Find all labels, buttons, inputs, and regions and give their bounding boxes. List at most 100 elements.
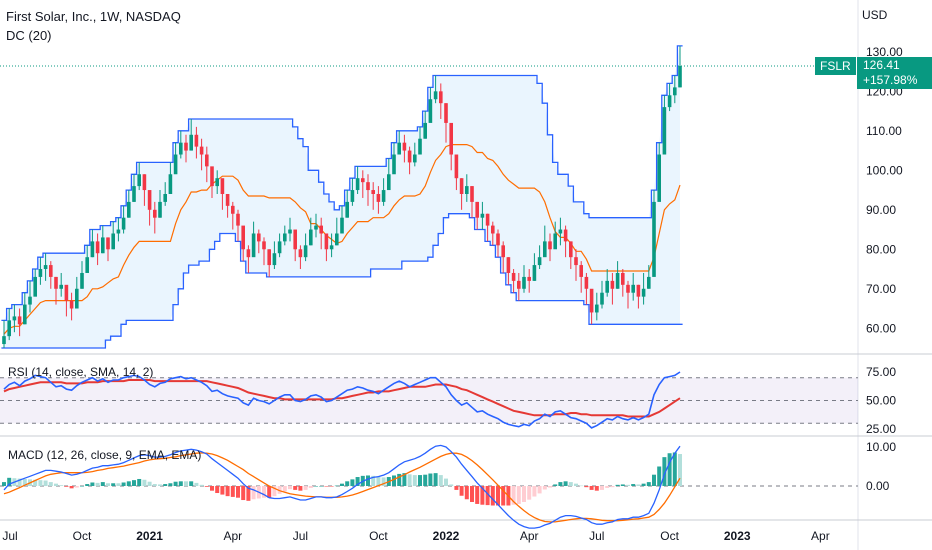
macd-histogram-bar <box>74 486 79 488</box>
macd-histogram-bar <box>48 482 53 486</box>
time-tick-label: Oct <box>660 529 679 543</box>
candle-body <box>121 217 126 230</box>
candle-body <box>345 201 349 218</box>
candle-body <box>225 194 230 206</box>
time-tick-label: Apr <box>811 529 830 543</box>
candle-body <box>210 166 214 187</box>
candle-body <box>678 66 682 88</box>
candle-body <box>142 174 147 191</box>
candle-body <box>2 336 6 345</box>
rsi-title: RSI (14, close, SMA, 14, 2) <box>8 365 153 379</box>
macd-histogram-bar <box>626 484 630 486</box>
price-tick-label: 100.00 <box>866 163 903 177</box>
macd-histogram-bar <box>615 484 620 486</box>
candle-body <box>553 233 557 250</box>
candle-body <box>199 146 204 155</box>
macd-histogram-bar <box>433 473 438 486</box>
macd-histogram-bar <box>454 486 459 490</box>
candle-body <box>23 304 27 325</box>
rsi-line <box>3 371 681 429</box>
candle-body <box>496 233 500 246</box>
macd-histogram-bar <box>537 486 542 494</box>
candle-body <box>615 272 620 289</box>
macd-histogram-bar <box>444 478 448 486</box>
candle-body <box>657 154 661 202</box>
time-tick-label: 2021 <box>136 529 163 543</box>
macd-histogram-bar <box>194 482 199 486</box>
macd-histogram-bar <box>17 478 22 486</box>
macd-histogram-bar <box>168 483 173 486</box>
macd-histogram-bar <box>542 486 547 490</box>
macd-histogram-bar <box>189 481 194 486</box>
candle-body <box>205 154 209 167</box>
candle-body <box>548 241 552 250</box>
candle-body <box>38 269 43 277</box>
candle-body <box>43 265 48 270</box>
macd-histogram-bar <box>230 486 235 497</box>
macd-histogram-bar <box>631 484 636 486</box>
macd-histogram-bar <box>605 486 610 488</box>
macd-histogram-bar <box>381 477 386 486</box>
candle-body <box>132 186 136 202</box>
macd-histogram-bar <box>106 483 110 486</box>
macd-histogram-bar <box>568 482 573 486</box>
macd-histogram-bar <box>80 486 84 487</box>
macd-histogram-bar <box>241 486 246 501</box>
macd-histogram-bar <box>319 486 324 487</box>
candle-body <box>636 284 641 297</box>
candle-body <box>293 229 297 250</box>
macd-histogram-bar <box>225 486 230 497</box>
macd-tick-label: 0.00 <box>866 479 890 493</box>
macd-histogram-bar <box>220 486 225 495</box>
candle-body <box>428 99 433 123</box>
time-tick-label: 2023 <box>724 529 751 543</box>
candle-body <box>610 280 615 289</box>
time-tick-label: 2022 <box>433 529 460 543</box>
price-tick-label: 80.00 <box>866 242 896 256</box>
candle-body <box>459 178 464 194</box>
candle-body <box>667 95 672 108</box>
candle-body <box>470 186 474 202</box>
macd-histogram-bar <box>501 486 506 506</box>
time-tick-label: Jul <box>2 529 17 543</box>
macd-histogram-bar <box>132 480 136 486</box>
macd-histogram-bar <box>7 477 12 486</box>
macd-histogram-bar <box>308 486 313 488</box>
candle-body <box>647 276 651 289</box>
macd-histogram-bar <box>620 484 625 486</box>
candle-body <box>444 103 448 123</box>
candle-body <box>454 154 459 179</box>
candle-body <box>267 249 271 266</box>
macd-histogram-bar <box>272 486 277 497</box>
price-tick-label: 130.00 <box>866 45 903 59</box>
rsi-tick-label: 50.00 <box>866 394 896 408</box>
macd-histogram-bar <box>475 486 480 504</box>
candle-body <box>506 257 511 273</box>
candle-body <box>85 257 89 273</box>
candle-body <box>90 241 95 258</box>
macd-histogram-bar <box>511 486 516 505</box>
candle-body <box>158 201 162 218</box>
candle-body <box>329 245 334 250</box>
macd-histogram-bar <box>215 486 220 494</box>
macd-histogram-bar <box>298 486 303 491</box>
candle-body <box>277 241 282 254</box>
candle-body <box>127 201 131 218</box>
candle-body <box>288 229 292 234</box>
macd-histogram-bar <box>464 486 469 500</box>
candle-body <box>574 257 578 266</box>
macd-histogram-bar <box>210 486 214 491</box>
macd-histogram-bar <box>22 478 27 486</box>
macd-histogram-bar <box>90 482 95 486</box>
candle-body <box>189 134 193 151</box>
candle-body <box>558 229 563 234</box>
candle-body <box>381 190 386 202</box>
candle-body <box>491 225 495 234</box>
candle-body <box>220 178 225 194</box>
candle-body <box>569 241 573 258</box>
candle-body <box>64 284 69 301</box>
candle-body <box>355 178 360 191</box>
rsi-tick-label: 75.00 <box>866 365 896 379</box>
macd-histogram-bar <box>522 486 526 502</box>
